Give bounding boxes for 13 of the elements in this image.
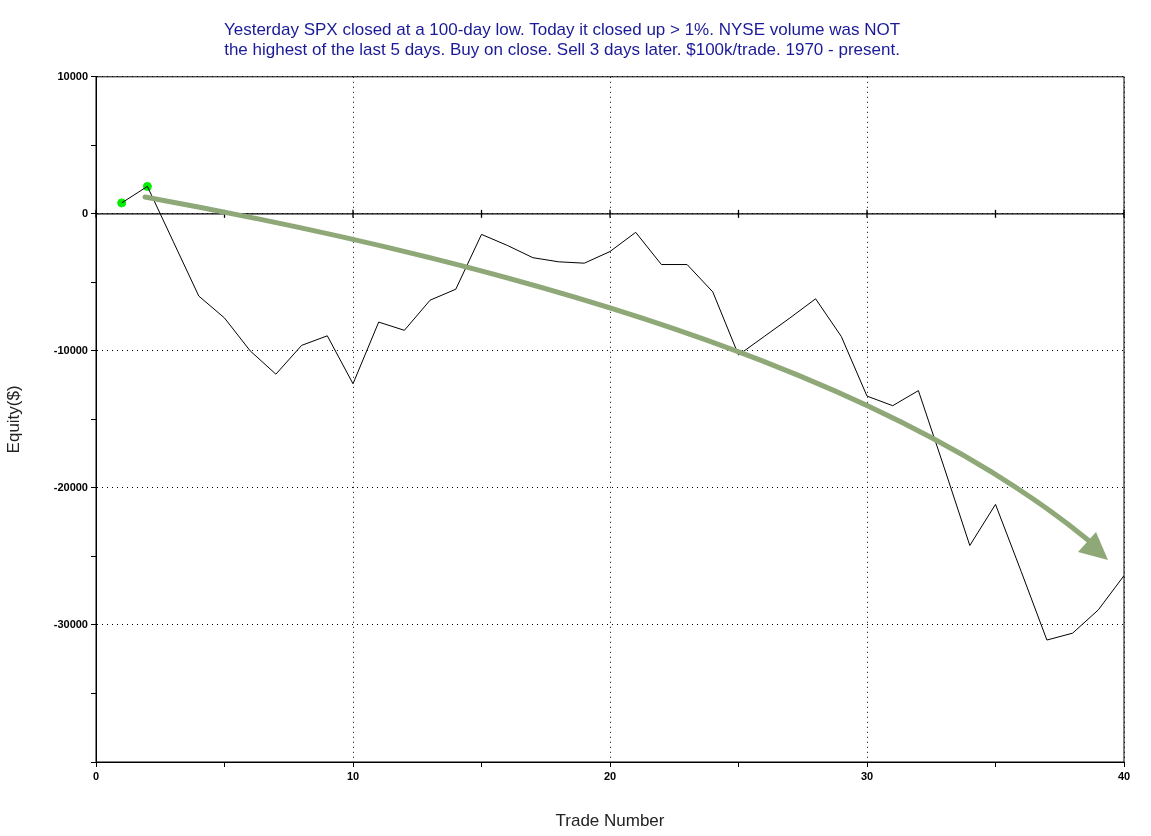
y-tick-label: 0 [81,206,88,219]
x-tick-label: 30 [860,769,874,782]
x-tick-label: 10 [346,769,360,782]
y-axis-title: Equity($) [3,385,23,454]
x-tick-label: 40 [1117,769,1131,782]
x-tick-label: 20 [603,769,617,782]
y-tick-label: -20000 [53,480,88,493]
y-tick-label: -10000 [53,343,88,356]
x-axis-title: Trade Number [555,811,665,831]
y-tick-label: 10000 [57,69,88,82]
chart-title: Yesterday SPX closed at a 100-day low. Today it closed up > 1%. NYSE volume was NOT the highest of the last 5 days. Buy on close. Sell 3 days later. $100k/trade. 1970 - present. [223,19,901,60]
y-tick-label: -30000 [53,617,88,630]
x-tick-label: 0 [92,769,100,782]
